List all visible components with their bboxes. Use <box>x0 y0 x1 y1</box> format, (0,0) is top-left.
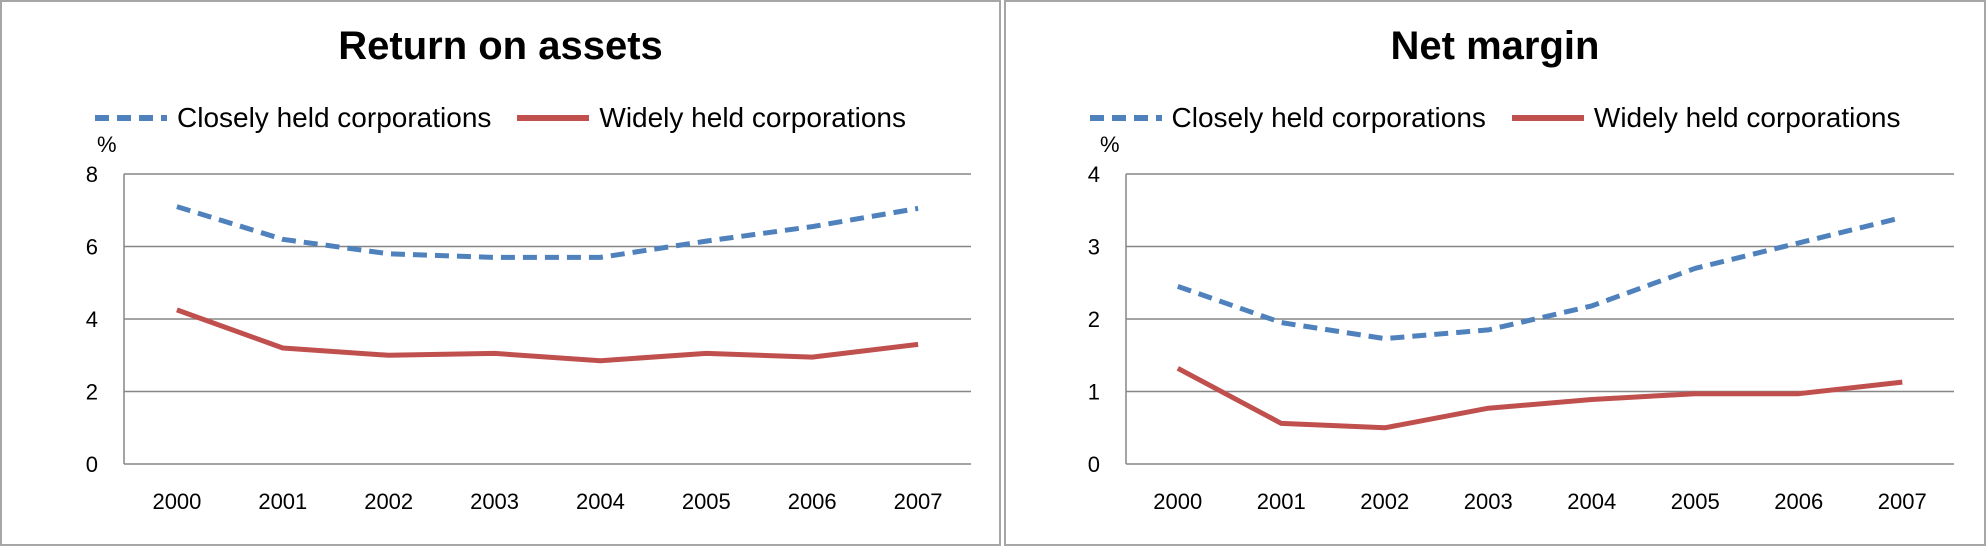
legend-label: Closely held corporations <box>1171 102 1486 133</box>
y-tick-label: 2 <box>86 380 98 405</box>
x-tick-label: 2006 <box>1774 489 1823 514</box>
chart-title: Return on assets <box>338 24 663 68</box>
x-tick-label: 2002 <box>1360 489 1409 514</box>
x-tick-label: 2005 <box>682 489 731 514</box>
y-tick-label: 6 <box>86 235 98 260</box>
y-tick-label: 4 <box>1088 162 1100 187</box>
x-tick-label: 2002 <box>364 489 413 514</box>
legend-label: Widely held corporations <box>1593 102 1901 133</box>
line-chart-svg: % 0 1 2 3 4 2000 2001 2002 2003 2004 2005 2006 2007 <box>1088 132 1954 514</box>
chart-panel-return-on-assets: Return on assets Closely held corporatio… <box>0 0 1001 546</box>
x-tick-label: 2007 <box>1878 489 1927 514</box>
legend-item-closely-held: Closely held corporations <box>95 102 491 134</box>
legend-item-widely-held: Widely held corporations <box>1511 102 1901 134</box>
y-axis-unit-label: % <box>1100 132 1120 157</box>
x-tick-label: 2001 <box>258 489 307 514</box>
y-tick-label: 1 <box>1088 380 1100 405</box>
x-tick-label: 2005 <box>1671 489 1720 514</box>
y-tick-label: 0 <box>86 452 98 477</box>
line-chart-svg: % 0 2 4 6 8 2000 2001 2002 2003 2004 2005 2006 2007 <box>86 132 971 514</box>
x-tick-label: 2003 <box>1464 489 1513 514</box>
y-tick-label: 0 <box>1088 452 1100 477</box>
x-tick-label: 2006 <box>788 489 837 514</box>
y-tick-label: 3 <box>1088 235 1100 260</box>
x-tick-label: 2004 <box>576 489 625 514</box>
x-tick-label: 2001 <box>1257 489 1306 514</box>
y-tick-label: 8 <box>86 162 98 187</box>
y-axis-unit-label: % <box>97 132 117 157</box>
x-tick-label: 2007 <box>894 489 943 514</box>
legend-swatch-dashed <box>95 115 167 121</box>
series-line-closely-held <box>176 204 919 260</box>
series-line-closely-held <box>1176 215 1903 342</box>
legend-swatch-solid <box>1511 115 1584 121</box>
x-tick-label: 2004 <box>1567 489 1616 514</box>
legend: Closely held corporations Widely held co… <box>2 102 999 134</box>
legend-swatch-dashed <box>1089 115 1162 121</box>
x-tick-label: 2003 <box>470 489 519 514</box>
y-tick-label: 4 <box>86 307 98 332</box>
x-tick-label: 2000 <box>152 489 201 514</box>
legend-swatch-solid <box>517 115 590 121</box>
series-line-widely-held <box>176 307 919 364</box>
series-line-widely-held <box>1176 366 1903 431</box>
y-tick-label: 2 <box>1088 307 1100 332</box>
x-tick-label: 2000 <box>1153 489 1202 514</box>
chart-panel-net-margin: Net margin Closely held corporations Wid… <box>1004 0 1986 546</box>
legend-label: Closely held corporations <box>177 102 492 133</box>
legend-label: Widely held corporations <box>599 102 906 133</box>
legend-item-closely-held: Closely held corporations <box>1089 102 1486 134</box>
legend: Closely held corporations Widely held co… <box>1006 102 1984 134</box>
chart-title: Net margin <box>1390 24 1600 68</box>
legend-item-widely-held: Widely held corporations <box>517 102 906 134</box>
